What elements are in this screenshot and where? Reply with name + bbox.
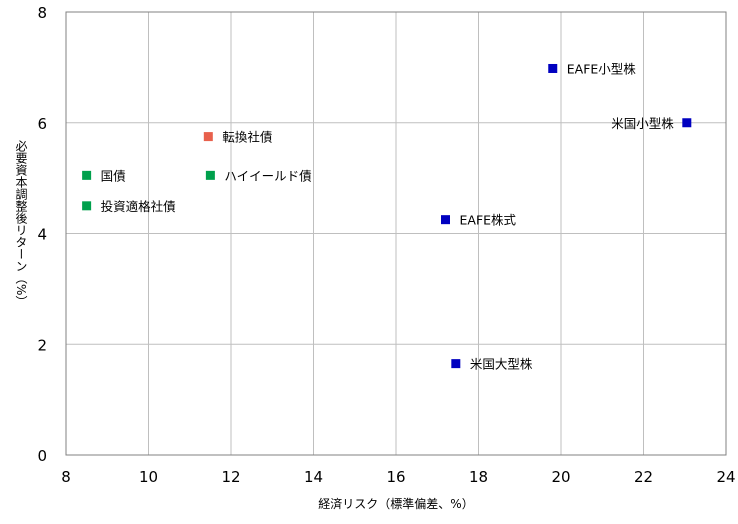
data-point-label: EAFE小型株	[567, 61, 637, 76]
x-tick-label: 22	[634, 468, 653, 486]
y-tick-label: 4	[37, 226, 47, 244]
x-axis-title: 経済リスク（標準偏差、%）	[318, 496, 473, 511]
data-point-marker	[82, 170, 92, 180]
y-tick-label: 2	[37, 336, 47, 354]
x-tick-label: 24	[716, 468, 735, 486]
data-point-marker	[548, 63, 558, 73]
grid-lines	[65, 11, 727, 456]
y-axis-title: 必要資本調整後リターン（%）	[14, 140, 28, 308]
x-tick-label: 18	[469, 468, 488, 486]
x-tick-label: 8	[61, 468, 71, 486]
data-point-label: EAFE株式	[460, 213, 517, 228]
data-point-label: 転換社債	[222, 130, 272, 145]
data-point-label: 米国小型株	[611, 116, 674, 131]
data-point-label: 米国大型株	[470, 357, 533, 372]
data-point-marker	[203, 132, 213, 142]
data-point-label: ハイイールド債	[224, 168, 311, 183]
data-point-marker	[682, 118, 692, 128]
y-tick-label: 6	[37, 115, 47, 133]
x-tick-label: 16	[386, 468, 405, 486]
data-point-marker	[205, 170, 215, 180]
data-point-marker	[82, 201, 92, 211]
data-point-label: 国債	[101, 168, 126, 183]
x-tick-label: 20	[551, 468, 570, 486]
x-tick-label: 12	[221, 468, 240, 486]
plot-area-frame	[65, 11, 727, 456]
y-tick-label: 0	[37, 447, 47, 465]
x-axis-ticks: 8 10 12 14 16 18 20 22 24	[61, 468, 735, 486]
x-tick-label: 10	[139, 468, 158, 486]
data-point-marker	[441, 215, 450, 225]
data-point-label: 投資適格社債	[101, 199, 176, 214]
data-point-marker	[451, 359, 461, 369]
x-tick-label: 14	[304, 468, 323, 486]
y-axis-ticks: 0 2 4 6 8	[37, 4, 47, 465]
y-tick-label: 8	[37, 4, 47, 22]
